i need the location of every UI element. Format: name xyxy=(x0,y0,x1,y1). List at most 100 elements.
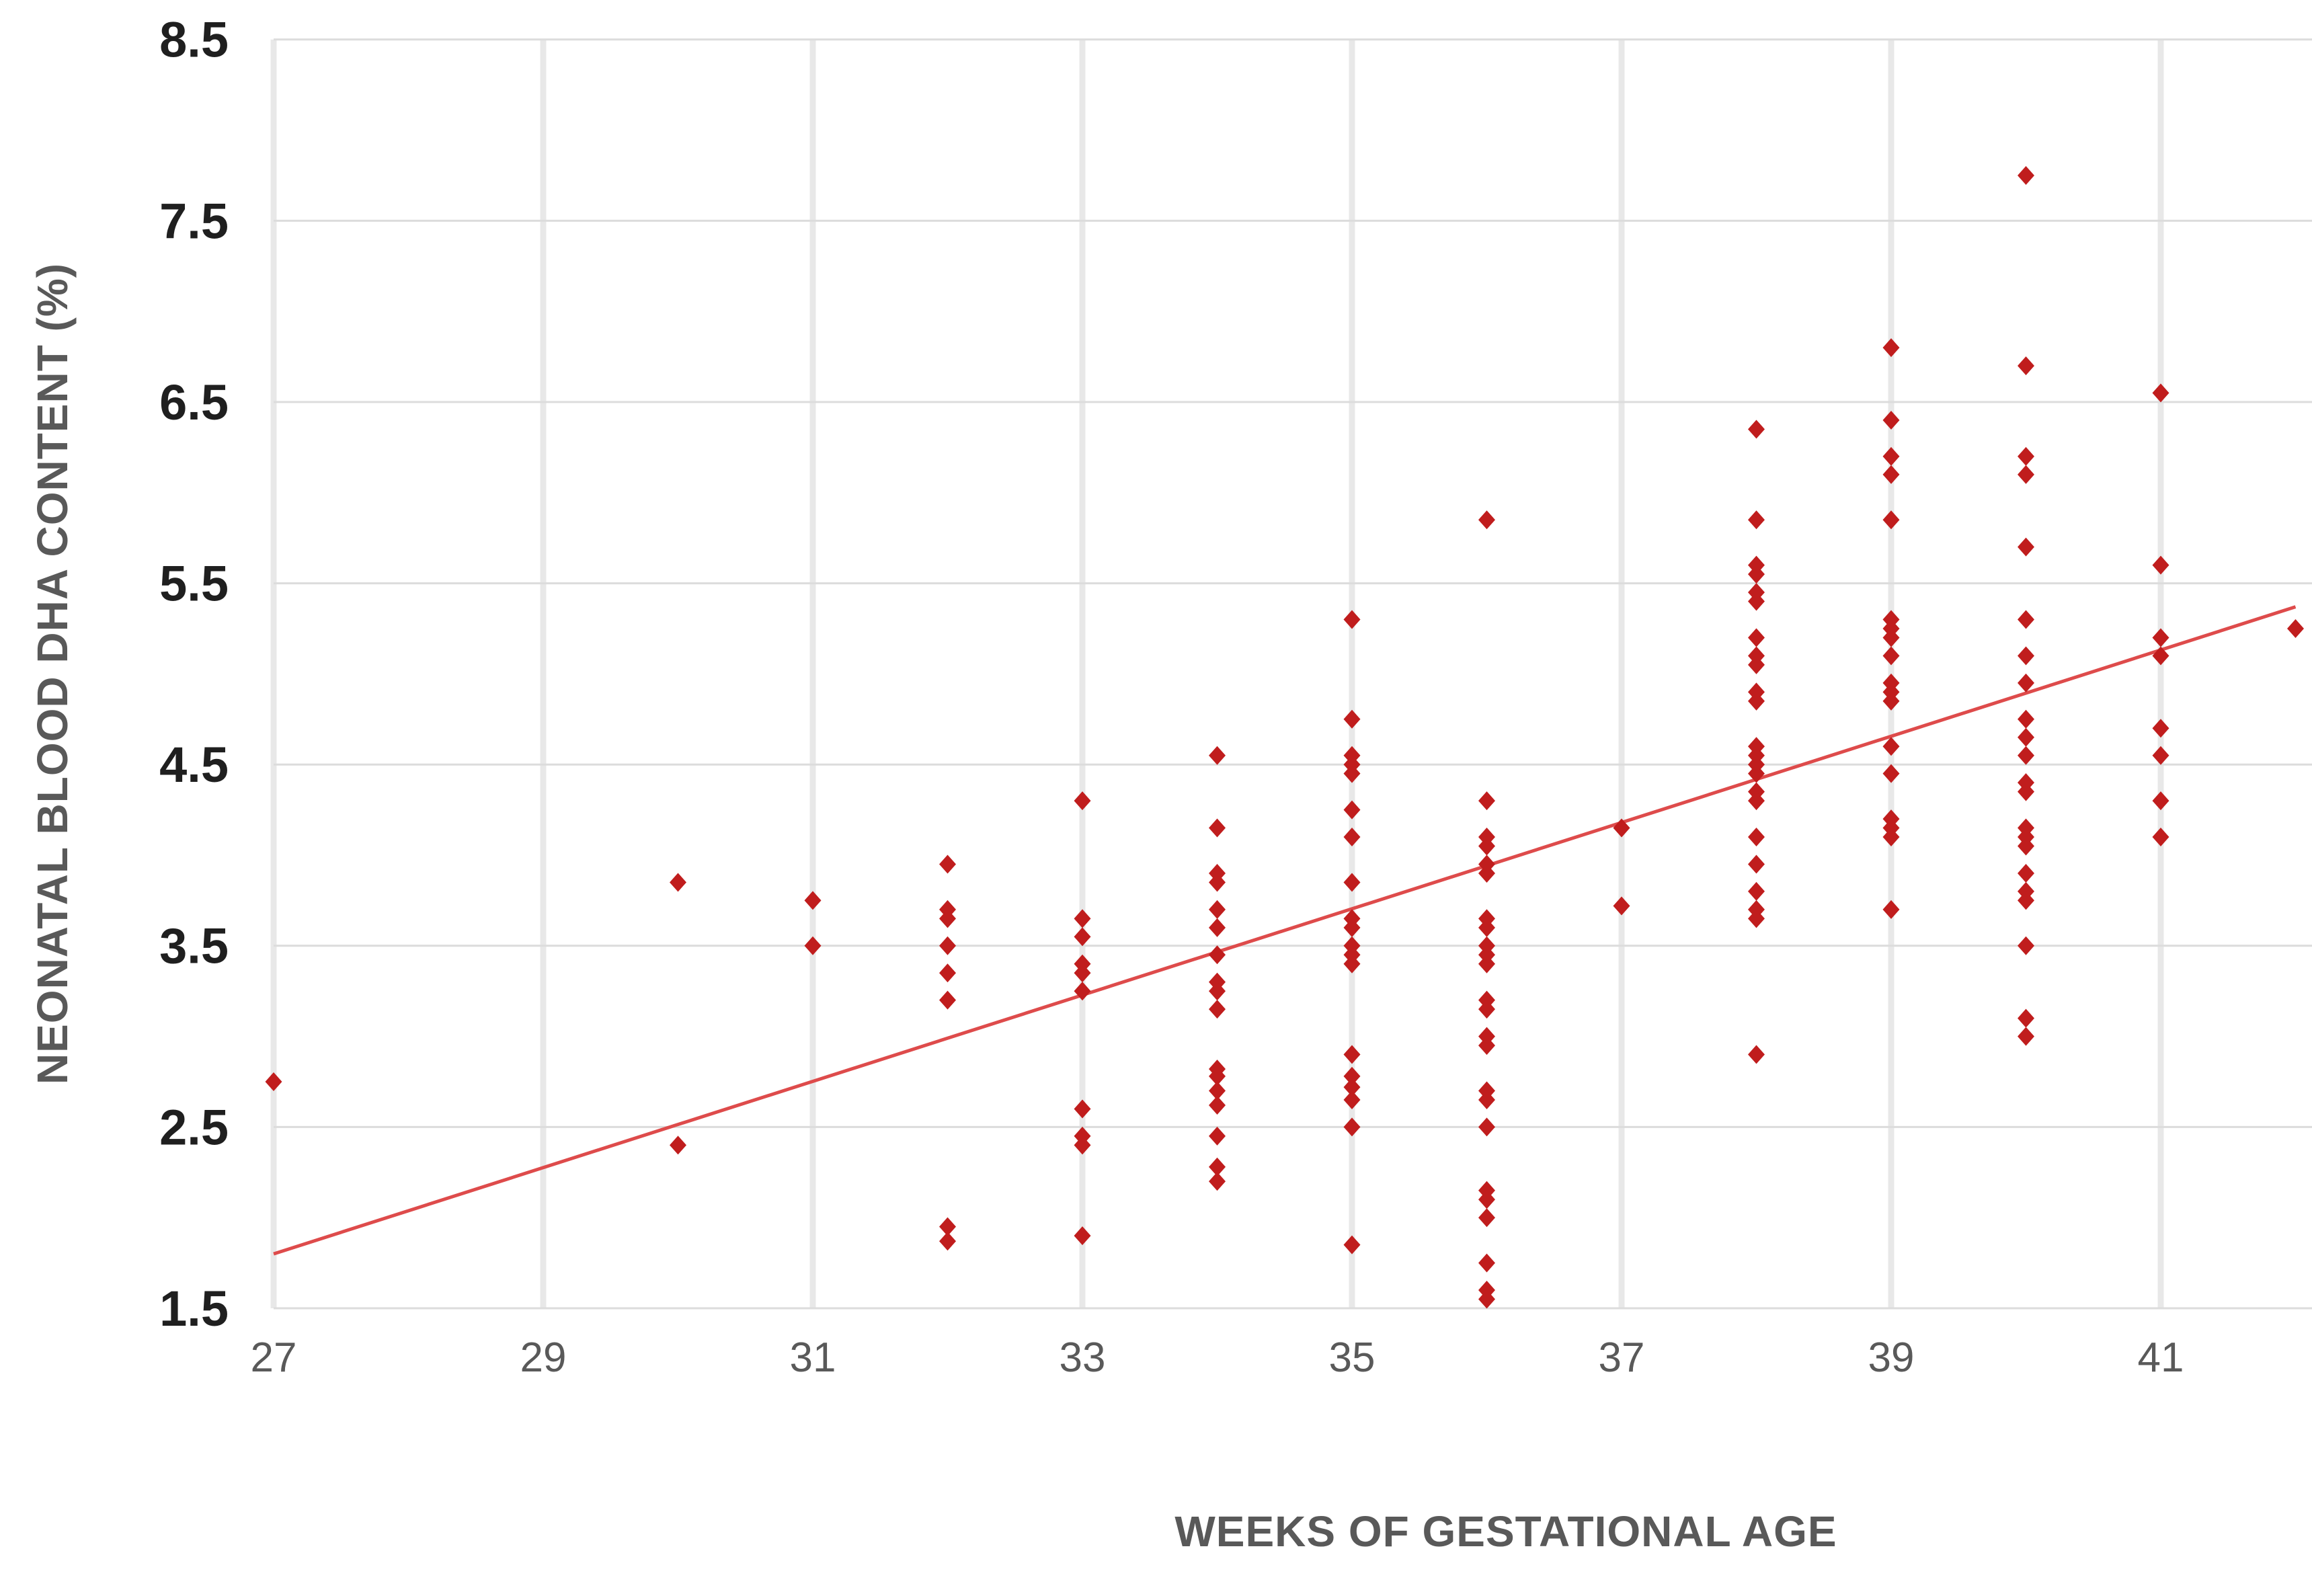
y-tick-label: 4.5 xyxy=(159,737,229,793)
data-point xyxy=(1478,954,1495,973)
horizontal-gridlines xyxy=(274,38,2312,1310)
data-point xyxy=(2018,465,2034,484)
data-point xyxy=(1882,465,1900,484)
data-point xyxy=(804,891,822,910)
data-point xyxy=(939,990,956,1010)
data-point xyxy=(1748,764,1765,783)
data-point xyxy=(2152,628,2169,647)
data-point xyxy=(1343,800,1361,820)
data-point xyxy=(2018,610,2034,629)
data-point xyxy=(1748,881,1765,901)
data-point xyxy=(1343,954,1361,973)
data-point xyxy=(2018,782,2034,801)
y-tick-label: 5.5 xyxy=(159,556,229,612)
x-tick-label: 39 xyxy=(1868,1334,1915,1381)
data-point xyxy=(1074,927,1091,947)
data-point xyxy=(1343,828,1361,847)
data-point xyxy=(1209,900,1226,919)
data-point xyxy=(1478,510,1495,530)
data-point xyxy=(1882,446,1900,466)
data-point xyxy=(1478,1289,1495,1309)
data-point xyxy=(1748,628,1765,647)
y-axis-title: NEONATAL BLOOD DHA CONTENT (%) xyxy=(28,263,77,1084)
data-point xyxy=(2018,836,2034,856)
data-point xyxy=(2018,891,2034,910)
x-tick-label: 27 xyxy=(251,1334,297,1381)
data-point xyxy=(1074,963,1091,983)
data-point xyxy=(2018,356,2034,376)
data-point xyxy=(2287,619,2304,638)
data-point xyxy=(2152,719,2169,738)
data-point xyxy=(1748,854,1765,874)
data-point xyxy=(1882,338,1900,358)
data-point xyxy=(2018,709,2034,729)
data-point xyxy=(2152,383,2169,403)
data-point xyxy=(2152,746,2169,765)
x-axis-title: WEEKS OF GESTATIONAL AGE xyxy=(1174,1507,1837,1556)
data-point xyxy=(1074,982,1091,1001)
data-point xyxy=(1882,828,1900,847)
data-point xyxy=(2152,555,2169,575)
data-point xyxy=(1209,1157,1226,1176)
data-point xyxy=(939,963,956,983)
data-point xyxy=(1748,592,1765,611)
data-point xyxy=(2018,727,2034,747)
data-point xyxy=(1882,764,1900,783)
data-point xyxy=(1478,1036,1495,1055)
data-point xyxy=(1074,791,1091,811)
data-point xyxy=(2152,828,2169,847)
data-point xyxy=(1478,836,1495,856)
x-tick-label: 33 xyxy=(1060,1334,1106,1381)
data-point xyxy=(1882,691,1900,711)
data-point xyxy=(1882,737,1900,756)
data-point xyxy=(2018,537,2034,557)
data-point xyxy=(2018,446,2034,466)
y-tick-label: 8.5 xyxy=(159,12,229,68)
data-point xyxy=(670,873,686,892)
data-point xyxy=(1343,1117,1361,1137)
data-point xyxy=(1343,709,1361,729)
data-point xyxy=(670,1135,686,1155)
data-point xyxy=(1748,655,1765,674)
data-point xyxy=(2018,1027,2034,1046)
data-point xyxy=(2152,791,2169,811)
data-point xyxy=(1478,863,1495,883)
data-point xyxy=(1882,628,1900,647)
y-axis-tick-labels: 8.5 7.5 6.5 5.5 4.5 3.5 2.5 1.5 xyxy=(159,12,229,1336)
data-point xyxy=(2018,863,2034,883)
data-point xyxy=(939,909,956,928)
data-point xyxy=(1748,828,1765,847)
data-point xyxy=(1343,1045,1361,1064)
data-point xyxy=(1478,1208,1495,1228)
data-point xyxy=(1343,1235,1361,1254)
x-tick-label: 41 xyxy=(2138,1334,2184,1381)
data-point xyxy=(1343,610,1361,629)
data-point xyxy=(1882,510,1900,530)
data-point xyxy=(1343,873,1361,892)
x-axis-tick-labels: 27 29 31 33 35 37 39 41 xyxy=(251,1334,2184,1381)
data-point xyxy=(939,854,956,874)
y-tick-label: 1.5 xyxy=(159,1281,229,1336)
data-point xyxy=(265,1072,282,1091)
data-point xyxy=(2018,746,2034,765)
data-point xyxy=(2018,673,2034,692)
scatter-points xyxy=(265,166,2304,1309)
data-point xyxy=(1209,982,1226,1001)
data-point xyxy=(2152,646,2169,666)
data-point xyxy=(939,1217,956,1236)
data-point xyxy=(1478,791,1495,811)
data-point xyxy=(939,936,956,955)
data-point xyxy=(1074,1099,1091,1119)
data-point xyxy=(1748,565,1765,584)
data-point xyxy=(1613,896,1630,916)
data-point xyxy=(2018,936,2034,955)
data-point xyxy=(1478,1090,1495,1109)
data-point xyxy=(1209,873,1226,892)
data-point xyxy=(804,936,822,955)
data-point xyxy=(1478,1117,1495,1137)
vertical-gridlines xyxy=(270,39,2164,1308)
x-tick-label: 29 xyxy=(520,1334,567,1381)
data-point xyxy=(939,1232,956,1251)
y-tick-label: 6.5 xyxy=(159,374,229,430)
